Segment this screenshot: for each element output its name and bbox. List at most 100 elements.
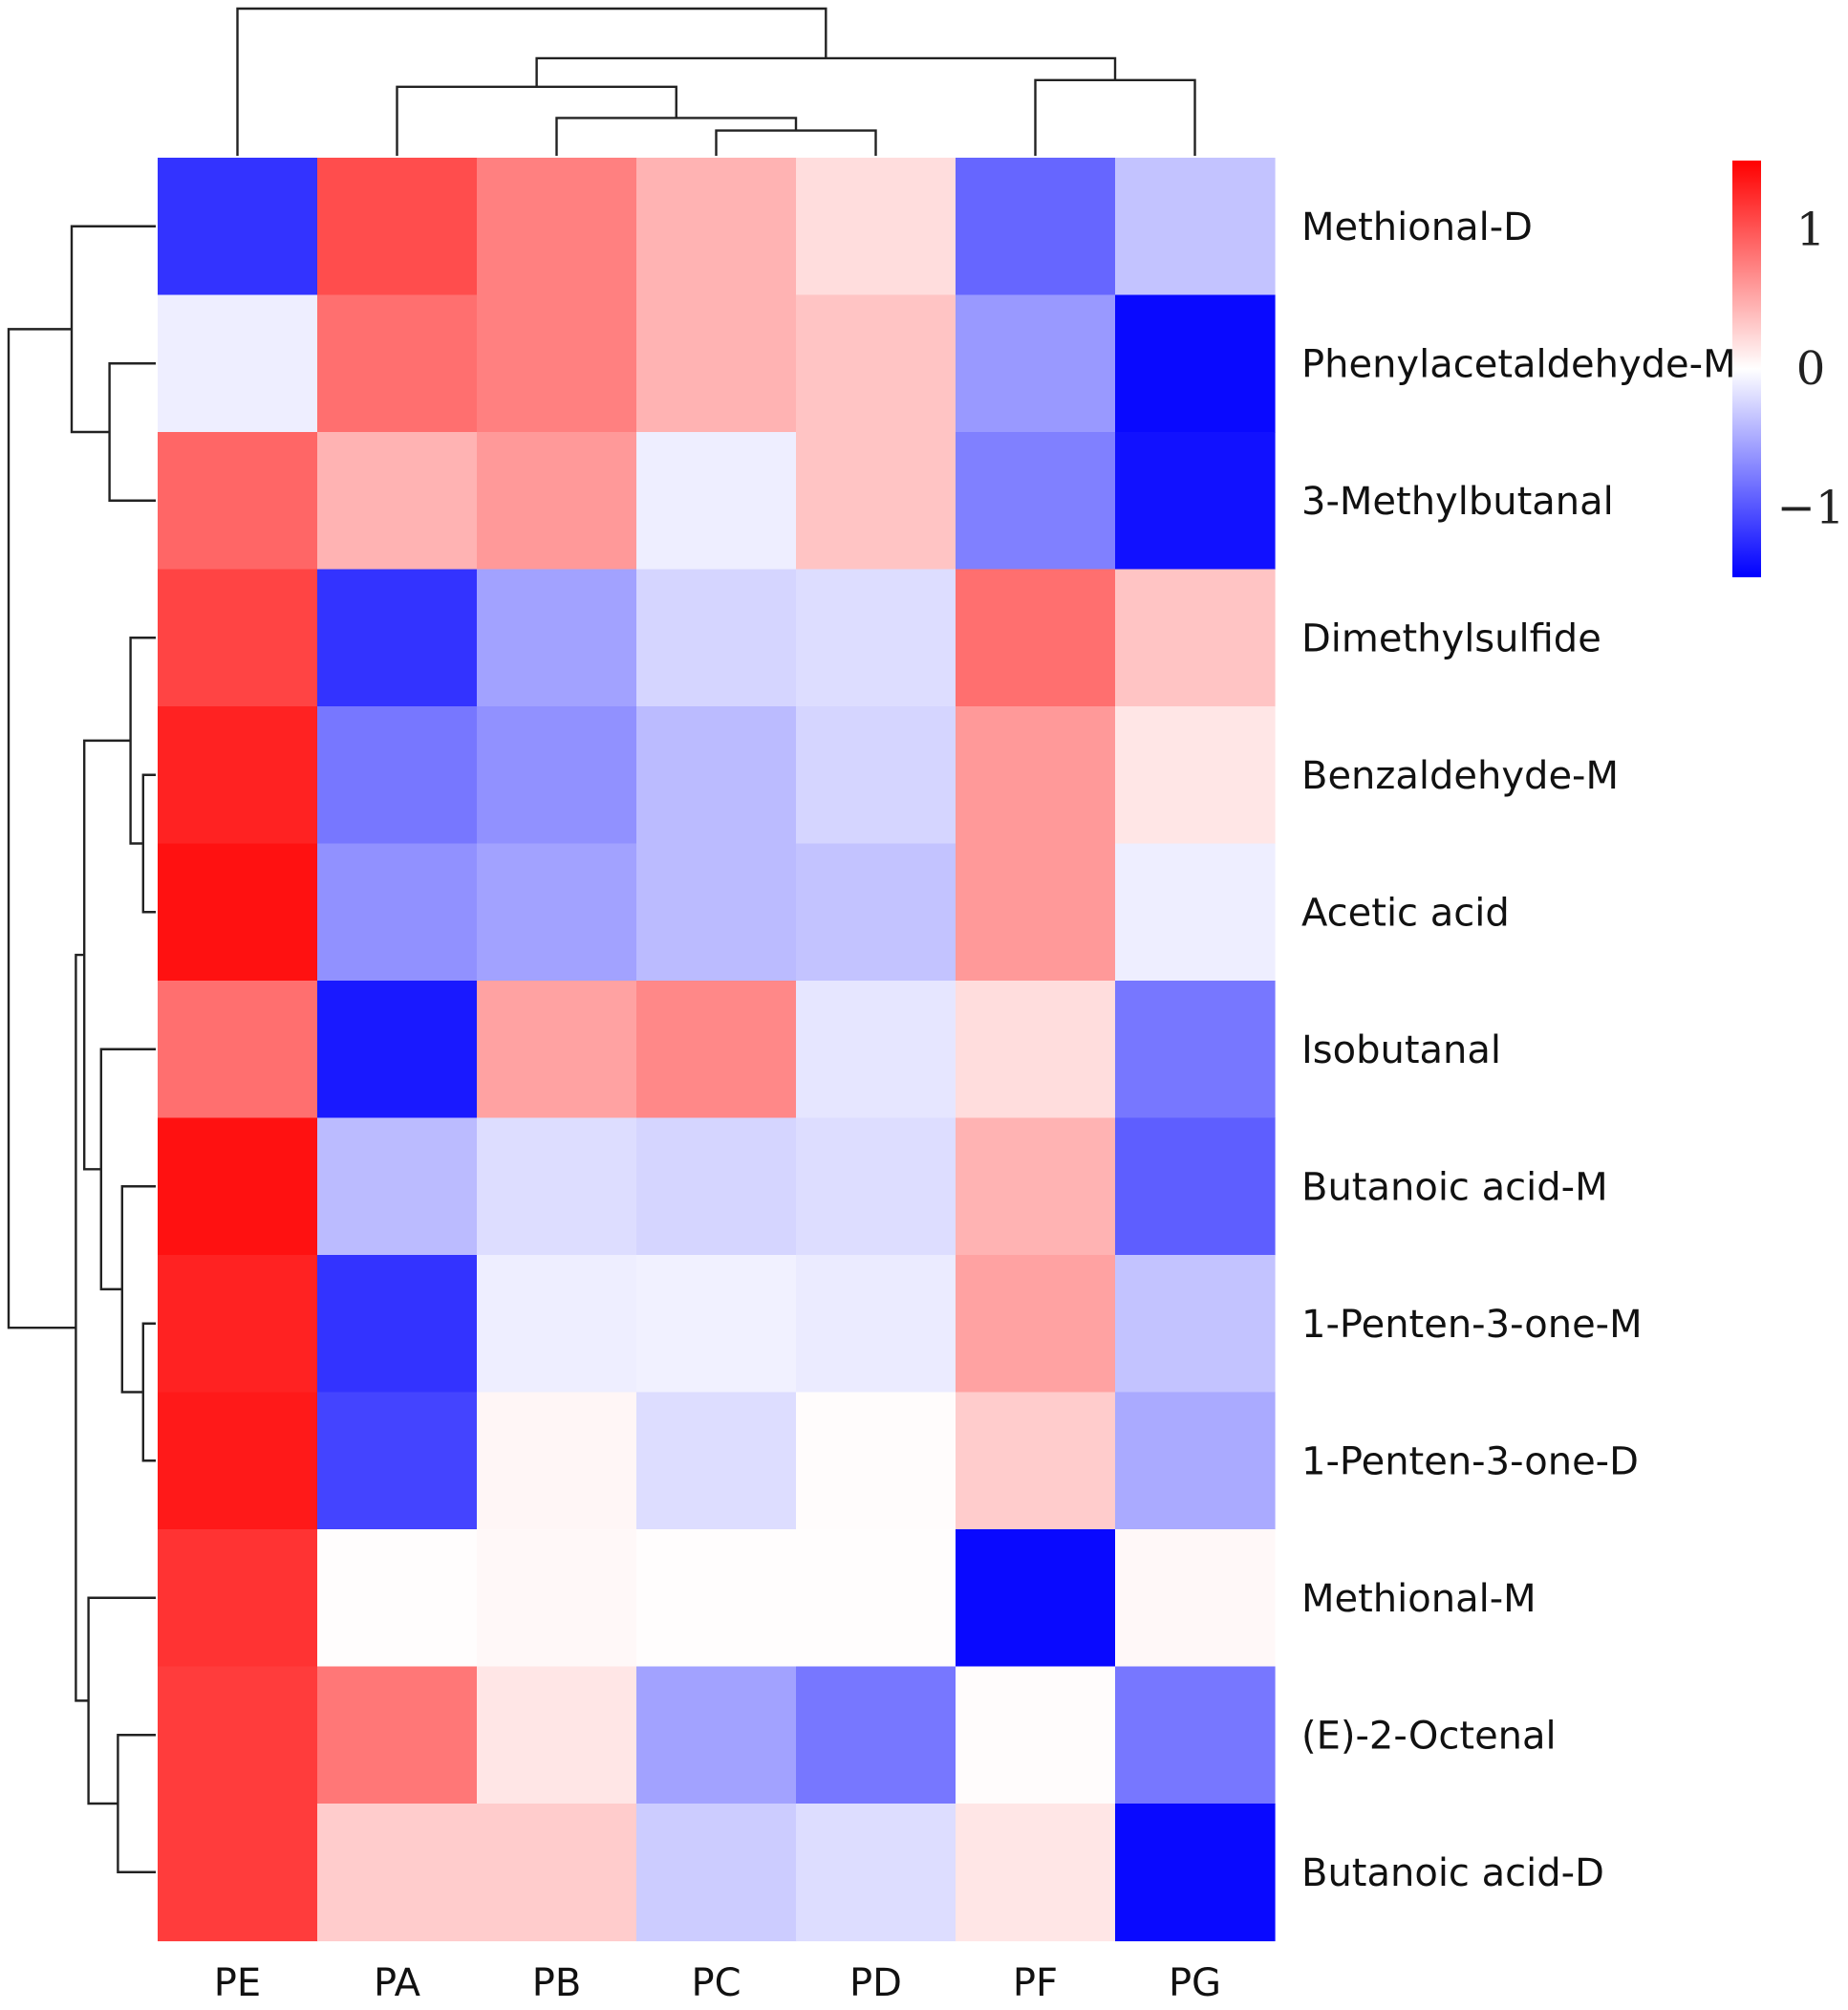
color-legend: 1 0 −1 [1732, 161, 1844, 577]
row-label: 1-Penten-3-one-M [1301, 1303, 1643, 1347]
column-label: PB [532, 1961, 582, 2005]
heatmap-cell [636, 432, 797, 571]
heatmap-cell [158, 294, 318, 433]
heatmap-cell [956, 981, 1116, 1119]
row-dendrogram-branch [99, 1048, 156, 1291]
heatmap-cell [956, 1666, 1116, 1805]
heatmap-cell [796, 981, 956, 1119]
legend-tick-label: 0 [1796, 342, 1826, 396]
heatmap-cell [317, 1255, 478, 1394]
heatmap-cell [796, 1117, 956, 1256]
heatmap-cell [636, 1392, 797, 1530]
heatmap-cell [158, 981, 318, 1119]
heatmap-cell [796, 1392, 956, 1530]
heatmap-cell [956, 1117, 1116, 1256]
heatmap-cell [956, 1255, 1116, 1394]
heatmap-cell [636, 158, 797, 296]
row-label: Butanoic acid-D [1301, 1851, 1604, 1895]
heatmap-cell [317, 294, 478, 433]
row-dendrogram-branch [7, 328, 76, 1329]
column-label: PG [1169, 1961, 1221, 2005]
row-label: Benzaldehyde-M [1301, 754, 1619, 798]
column-dendrogram-branch [555, 117, 798, 156]
row-dendrogram-branch [141, 773, 156, 914]
heatmap-cell [796, 1529, 956, 1668]
heatmap-cell [477, 294, 637, 433]
heatmap-cell [796, 569, 956, 707]
row-label: 3-Methylbutanal [1301, 480, 1614, 524]
heatmap-cell [956, 294, 1116, 433]
heatmap-cell [158, 1804, 318, 1942]
heatmap-cell [796, 432, 956, 571]
heatmap-cell [636, 1117, 797, 1256]
column-label: PC [691, 1961, 741, 2005]
heatmap-cell [1115, 981, 1276, 1119]
heatmap-cell [796, 843, 956, 982]
column-dendrogram-branch [236, 7, 827, 156]
heatmap-cell [956, 1804, 1116, 1942]
heatmap-cell [796, 294, 956, 433]
row-label: 1-Penten-3-one-D [1301, 1439, 1639, 1483]
heatmap-cell [636, 706, 797, 845]
row-label: Phenylacetaldehyde-M [1301, 342, 1736, 386]
heatmap-cell [636, 843, 797, 982]
row-dendrogram-branch [120, 1185, 156, 1394]
row-label: Acetic acid [1301, 891, 1510, 935]
row-dendrogram-branch [87, 1596, 156, 1805]
heatmap-cell [1115, 706, 1276, 845]
heatmap-cell [477, 1529, 637, 1668]
heatmap-cell [956, 158, 1116, 296]
heatmap-cell [317, 1804, 478, 1942]
heatmap-cell [477, 706, 637, 845]
row-dendrogram-branch [117, 1734, 156, 1873]
column-dendrogram-branch [715, 129, 877, 156]
heatmap-cells [158, 158, 1276, 1942]
column-label: PD [849, 1961, 902, 2005]
heatmap-cell [796, 1666, 956, 1805]
column-label: PA [374, 1961, 421, 2005]
row-labels: Methional-D Phenylacetaldehyde-M 3-Methylb… [1301, 205, 1736, 1895]
row-label: Dimethylsulfide [1301, 616, 1601, 660]
heatmap-cell [636, 294, 797, 433]
heatmap-cell [636, 981, 797, 1119]
heatmap-cell [636, 569, 797, 707]
heatmap-cell [956, 432, 1116, 571]
heatmap-cell [1115, 1529, 1276, 1668]
column-dendrogram [236, 7, 1196, 156]
heatmap-cell [956, 706, 1116, 845]
heatmap-cell [158, 158, 318, 296]
heatmap-cell [956, 569, 1116, 707]
heatmap-cell [796, 1804, 956, 1942]
heatmap-cell [158, 1392, 318, 1530]
heatmap-cell [317, 706, 478, 845]
heatmap-cell [1115, 158, 1276, 296]
heatmap-cell [636, 1804, 797, 1942]
heatmap-cell [1115, 1804, 1276, 1942]
heatmap-cell [796, 158, 956, 296]
row-dendrogram-branch [83, 739, 131, 1171]
row-label: Methional-D [1301, 205, 1533, 249]
legend-tick-label: −1 [1777, 481, 1845, 534]
row-dendrogram-branch [70, 225, 156, 434]
heatmap-cell [317, 1392, 478, 1530]
heatmap-cell [317, 158, 478, 296]
legend-tick-label: 1 [1796, 204, 1826, 257]
heatmap-cell [317, 569, 478, 707]
heatmap-cell [317, 432, 478, 571]
heatmap-cell [477, 1255, 637, 1394]
heatmap-cell [956, 1392, 1116, 1530]
heatmap-cell [317, 1529, 478, 1668]
column-label: PE [214, 1961, 261, 2005]
column-labels: PE PA PB PC PD PF PG [214, 1961, 1221, 2005]
heatmap-cell [636, 1529, 797, 1668]
heatmap-cell [1115, 569, 1276, 707]
heatmap-cell [1115, 1255, 1276, 1394]
heatmap-cell [477, 432, 637, 571]
heatmap-cell [636, 1666, 797, 1805]
heatmap-cell [158, 706, 318, 845]
heatmap-cell [956, 843, 1116, 982]
heatmap-cell [1115, 843, 1276, 982]
row-label: Isobutanal [1301, 1028, 1501, 1072]
column-dendrogram-branch [396, 85, 677, 156]
legend-colorbar [1732, 161, 1761, 577]
